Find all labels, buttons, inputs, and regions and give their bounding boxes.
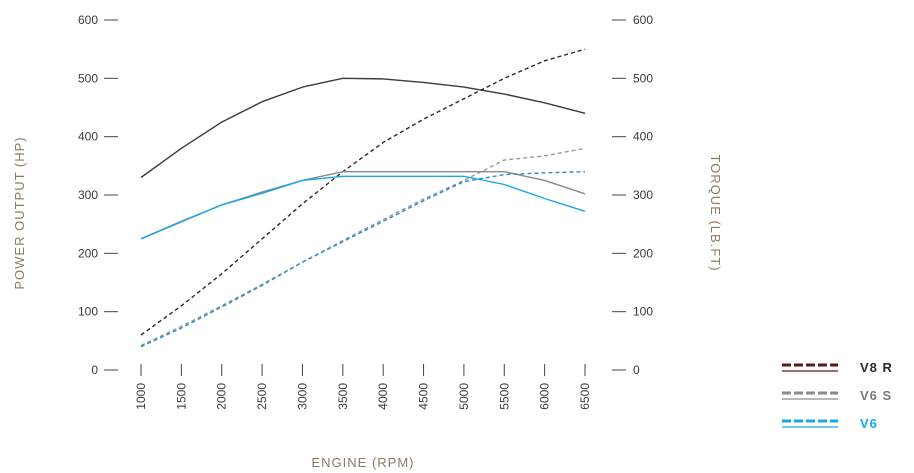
x-tick-label: 4000 [376, 383, 390, 410]
legend-label: V8 R [860, 360, 893, 375]
x-axis-title: ENGINE (RPM) [312, 455, 415, 470]
x-tick-label: 4500 [417, 383, 431, 410]
y-left-tick-label: 300 [78, 188, 98, 202]
legend: V8 R V6 S V6 [782, 360, 893, 431]
y-axis-left: 0 100 200 300 400 500 600 [78, 13, 118, 377]
series-v8-r-power-line [140, 77, 586, 179]
y-axis-left-title: POWER OUTPUT (HP) [12, 136, 27, 289]
y-axis-right: 0 100 200 300 400 500 600 [612, 13, 653, 377]
y-left-tick-label: 500 [78, 71, 98, 85]
series-v6-s-power-line [140, 170, 586, 240]
y-right-tick-label: 200 [633, 246, 653, 260]
y-right-tick-label: 0 [633, 363, 640, 377]
x-tick-label: 6500 [578, 383, 592, 410]
series-v6-s-torque-line [140, 147, 586, 347]
y-right-tick-label: 500 [633, 71, 653, 85]
x-tick-label: 2000 [215, 383, 229, 410]
x-tick-label: 2500 [255, 383, 269, 410]
y-right-tick-label: 600 [633, 13, 653, 27]
x-tick-label: 3500 [336, 383, 350, 410]
x-axis: 1000 1500 2000 2500 3000 3500 4000 4500 5000 5500… [134, 364, 592, 410]
y-left-tick-label: 200 [78, 246, 98, 260]
series-v6-power-line [140, 175, 586, 240]
y-left-tick-label: 100 [78, 305, 98, 319]
x-tick-label: 1500 [174, 383, 188, 410]
x-tick-label: 3000 [295, 383, 309, 410]
legend-label: V6 S [860, 388, 892, 403]
y-right-tick-label: 400 [633, 130, 653, 144]
y-axis-right-title: TORQUE (LB.FT) [708, 154, 723, 271]
x-tick-label: 5500 [497, 383, 511, 410]
legend-label: V6 [860, 416, 878, 431]
x-tick-label: 5000 [457, 383, 471, 410]
y-right-tick-label: 300 [633, 188, 653, 202]
x-tick-label: 6000 [538, 383, 552, 410]
x-tick-label: 1000 [134, 383, 148, 410]
series-v6-torque-line [140, 171, 586, 348]
series-layer [140, 48, 586, 348]
y-left-tick-label: 0 [91, 363, 98, 377]
series-v8-r-torque-line [140, 48, 586, 336]
y-left-tick-label: 400 [78, 130, 98, 144]
y-right-tick-label: 100 [633, 305, 653, 319]
y-left-tick-label: 600 [78, 13, 98, 27]
